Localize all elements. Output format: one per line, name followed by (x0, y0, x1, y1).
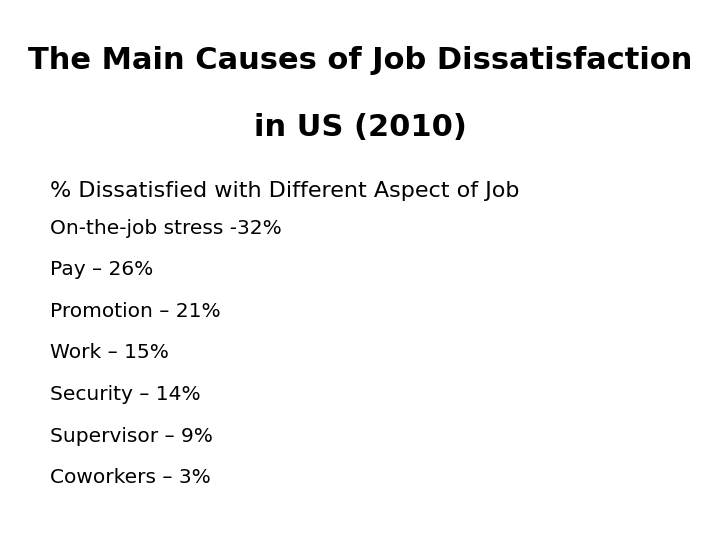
Text: The Main Causes of Job Dissatisfaction: The Main Causes of Job Dissatisfaction (28, 46, 692, 75)
Text: Coworkers – 3%: Coworkers – 3% (50, 468, 211, 487)
Text: Supervisor – 9%: Supervisor – 9% (50, 427, 213, 446)
Text: Work – 15%: Work – 15% (50, 343, 169, 362)
Text: % Dissatisfied with Different Aspect of Job: % Dissatisfied with Different Aspect of … (50, 181, 520, 201)
Text: Security – 14%: Security – 14% (50, 385, 201, 404)
Text: in US (2010): in US (2010) (253, 113, 467, 143)
Text: On-the-job stress -32%: On-the-job stress -32% (50, 219, 282, 238)
Text: Promotion – 21%: Promotion – 21% (50, 302, 221, 321)
Text: Pay – 26%: Pay – 26% (50, 260, 153, 279)
